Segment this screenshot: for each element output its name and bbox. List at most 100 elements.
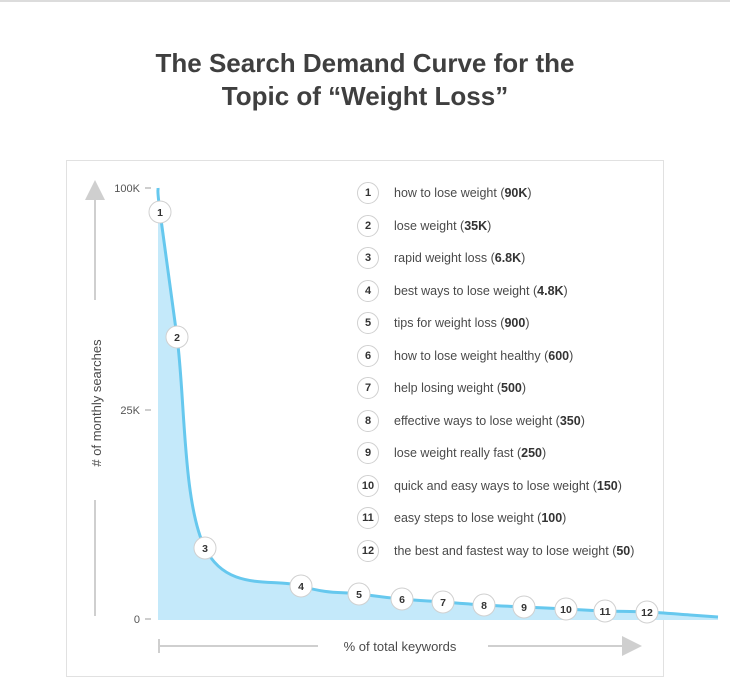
- legend-item-number: 6: [357, 344, 379, 367]
- curve-marker-circle: [193, 536, 217, 560]
- curve-marker-label: 7: [440, 597, 446, 609]
- legend-item-paren-close: ): [580, 413, 585, 428]
- legend-item-number: 12: [357, 539, 379, 562]
- legend-item: 6 how to lose weight healthy (600): [357, 344, 573, 368]
- legend-item-value: 350: [559, 413, 581, 428]
- axes: [85, 180, 642, 656]
- legend-item-value: 90K: [504, 186, 528, 200]
- curve-marker-circle: [148, 200, 172, 224]
- legend-item-paren-open: (: [487, 251, 495, 265]
- curve-marker-circle: [347, 582, 371, 606]
- legend-item-paren-open: (: [540, 348, 549, 363]
- curve-marker-label: 10: [560, 604, 572, 616]
- legend-item-paren-open: (: [533, 511, 542, 525]
- demand-area: [157, 188, 718, 620]
- title-line-1: The Search Demand Curve for the: [155, 48, 575, 78]
- legend-item-value: 4.8K: [537, 283, 564, 298]
- legend-item-paren-close: ): [521, 381, 527, 395]
- legend-item-paren-open: (: [552, 413, 560, 428]
- legend-item-number: 5: [357, 312, 379, 334]
- curve-marker-circle: [593, 599, 617, 623]
- legend-item-value: 50: [616, 543, 631, 558]
- curve-marker-4: 4: [289, 574, 313, 598]
- legend-item-paren-close: ): [569, 348, 574, 363]
- legend-item-paren-close: ): [527, 186, 532, 200]
- curve-marker-label: 6: [399, 594, 405, 606]
- title-line-2: Topic of “Weight Loss”: [221, 81, 509, 111]
- curve-marker-9: 9: [512, 595, 536, 619]
- curve-marker-11: 11: [593, 599, 617, 623]
- legend-item-paren-open: (: [456, 218, 465, 233]
- legend-item-value: 35K: [464, 218, 488, 233]
- curve-marker-7: 7: [431, 590, 455, 614]
- curve-marker-circle: [472, 593, 496, 617]
- legend-item-keyword: effective ways to lose weight: [394, 413, 553, 428]
- curve-marker-label: 3: [202, 543, 208, 555]
- curve-marker-circle: [165, 325, 189, 349]
- curve-marker-circle: [554, 597, 578, 621]
- curve-marker-8: 8: [472, 593, 496, 617]
- legend-item: 8 effective ways to lose weight (350): [357, 409, 585, 433]
- y-tick-labels: 100K 25K 0: [114, 183, 140, 626]
- legend-item: 9 lose weight really fast (250): [357, 441, 546, 465]
- curve-marker-label: 5: [356, 589, 362, 601]
- legend-item-paren-close: ): [542, 446, 547, 460]
- curve-marker-6: 6: [390, 587, 414, 611]
- legend-item-number: 8: [357, 409, 379, 432]
- curve-marker-label: 4: [298, 581, 304, 593]
- top-divider: [0, 0, 730, 2]
- curve-marker-1: 1: [148, 200, 172, 224]
- y-tick-label: 25K: [120, 405, 140, 417]
- curve-marker-label: 9: [521, 602, 527, 614]
- legend-item-keyword: how to lose weight healthy: [394, 348, 541, 363]
- curve-marker-3: 3: [193, 536, 217, 560]
- legend-item-paren-close: ): [487, 218, 492, 233]
- curve-marker-label: 1: [157, 207, 163, 219]
- legend-item-number: 7: [357, 377, 379, 399]
- legend-item-value: 250: [521, 446, 543, 460]
- legend-item-paren-open: (: [608, 543, 617, 558]
- curve-marker-10: 10: [554, 597, 578, 621]
- legend-item: 4 best ways to lose weight (4.8K): [357, 279, 568, 303]
- curve-marker-label: 8: [481, 600, 487, 612]
- legend-item-keyword: lose weight really fast: [394, 446, 514, 460]
- curve-marker-12: 12: [635, 600, 659, 624]
- curve-marker-label: 12: [641, 607, 653, 619]
- legend-item: 1 how to lose weight (90K): [357, 181, 532, 205]
- curve-marker-circle: [289, 574, 313, 598]
- legend-item: 12 the best and fastest way to lose weigh…: [357, 539, 634, 563]
- legend-item-keyword: rapid weight loss: [394, 251, 488, 265]
- legend-item-paren-open: (: [589, 478, 597, 493]
- legend-item-keyword: the best and fastest way to lose weight: [394, 543, 609, 558]
- legend-item-value: 900: [504, 316, 526, 330]
- legend-item: 10 quick and easy ways to lose weight (15…: [357, 474, 622, 498]
- legend-item-keyword: how to lose weight: [394, 186, 497, 200]
- legend-item: 3 rapid weight loss (6.8K): [357, 246, 525, 270]
- y-tick-label: 100K: [114, 183, 140, 195]
- legend-item-number: 2: [357, 214, 379, 237]
- legend-item-value: 150: [596, 478, 618, 493]
- legend-item-paren-open: (: [496, 186, 505, 200]
- legend-item-paren-close: ): [562, 511, 567, 525]
- legend-item-keyword: tips for weight loss: [394, 316, 497, 330]
- curve-marker-5: 5: [347, 582, 371, 606]
- legend-item-paren-close: ): [630, 543, 635, 558]
- legend-item-keyword: lose weight: [394, 218, 457, 233]
- curve-marker-circle: [431, 590, 455, 614]
- y-axis-label: # of monthly searches: [89, 339, 104, 467]
- legend-item-value: 600: [548, 348, 570, 363]
- legend-item-number: 10: [357, 474, 379, 497]
- chart-title: The Search Demand Curve for the Topic of…: [0, 47, 730, 113]
- legend-item: 11 easy steps to lose weight (100): [357, 506, 566, 530]
- legend-item-value: 100: [541, 511, 563, 525]
- curve-marker-circle: [635, 600, 659, 624]
- x-axis-label: % of total keywords: [344, 639, 457, 654]
- y-tick-label: 0: [134, 614, 140, 626]
- legend-item-number: 4: [357, 279, 379, 302]
- legend-item-keyword: help losing weight: [394, 381, 494, 395]
- legend-item-paren-close: ): [617, 478, 622, 493]
- curve-marker-label: 11: [599, 606, 610, 618]
- legend-item-paren-close: ): [525, 316, 530, 330]
